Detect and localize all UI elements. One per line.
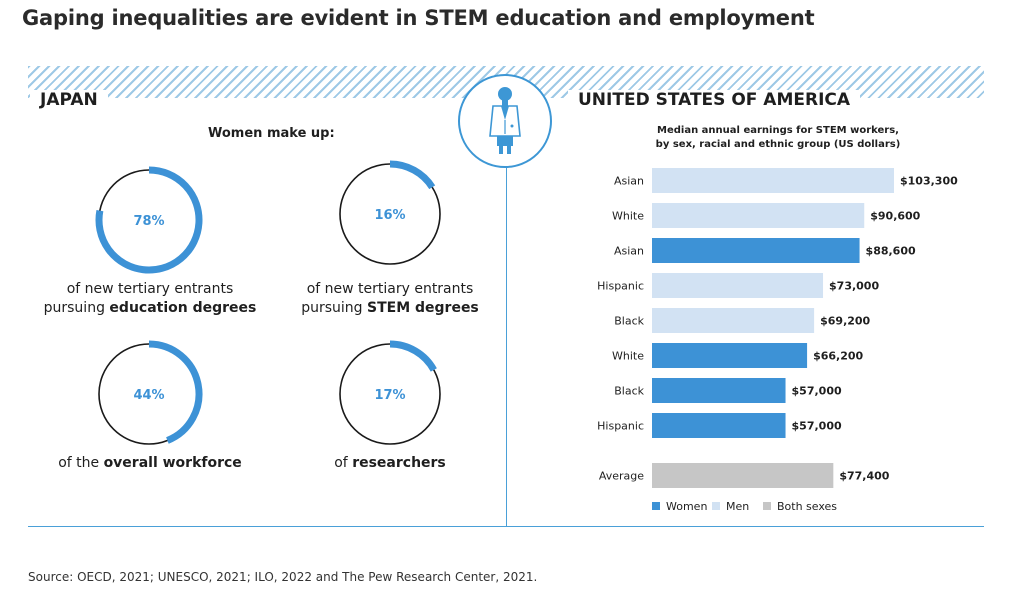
caption-line2-pre: pursuing <box>301 300 367 316</box>
earnings-bar-chart: Asian $103,300 White $90,600 Asian $88,600 His… <box>597 168 958 513</box>
bar-value-label: $57,000 <box>792 420 842 433</box>
bar-category-label: Hispanic <box>597 420 644 433</box>
caption-bold: researchers <box>352 455 446 471</box>
legend-label: Women <box>666 500 707 513</box>
woman-scientist-emblem <box>458 74 552 168</box>
section-divider <box>506 160 507 526</box>
bottom-rule <box>28 526 984 527</box>
bar-category-label: Average <box>599 470 644 483</box>
donut-arc <box>389 340 437 372</box>
donut-chart-workforce: 44% <box>98 340 203 445</box>
bar-value-label: $57,000 <box>792 385 842 398</box>
donut-caption-workforce: of the overall workforce <box>40 454 260 473</box>
bar-value-label: $90,600 <box>870 210 920 223</box>
chart-subtitle: Median annual earnings for STEM workers,… <box>628 124 928 152</box>
bar-category-label: Black <box>614 315 644 328</box>
caption-line2-pre: of <box>334 455 353 471</box>
donut-percent: 78% <box>133 214 164 229</box>
caption-line1: of new tertiary entrants <box>306 281 474 297</box>
caption-line1: of new tertiary entrants <box>66 281 234 297</box>
bar-category-label: Asian <box>614 245 644 258</box>
donut-caption-stem: of new tertiary entrants pursuing STEM d… <box>280 280 500 318</box>
bar-value-label: $66,200 <box>813 350 863 363</box>
donut-chart-researchers: 17% <box>339 340 441 445</box>
caption-bold: STEM degrees <box>367 300 479 316</box>
source-note: Source: OECD, 2021; UNESCO, 2021; ILO, 2… <box>28 570 538 584</box>
donut-percent: 44% <box>133 388 164 403</box>
bar-category-label: Black <box>614 385 644 398</box>
bar-value-label: $77,400 <box>839 470 889 483</box>
donut-percent: 17% <box>374 388 405 403</box>
bar-women <box>652 238 860 263</box>
bar-category-label: White <box>612 350 644 363</box>
bar-value-label: $103,300 <box>900 175 958 188</box>
bar-women <box>652 378 786 403</box>
bar-value-label: $69,200 <box>820 315 870 328</box>
legend-swatch <box>652 502 660 510</box>
donut-arc <box>389 160 436 190</box>
bar-category-label: Asian <box>614 175 644 188</box>
woman-scientist-icon <box>489 87 521 154</box>
caption-bold: education degrees <box>109 300 257 316</box>
legend-swatch <box>763 502 771 510</box>
caption-line2-pre: of the <box>58 455 104 471</box>
legend-label: Both sexes <box>777 500 837 513</box>
caption-bold: overall workforce <box>103 455 242 471</box>
legend-swatch <box>712 502 720 510</box>
bar-both-sexes <box>652 463 834 488</box>
bar-men <box>652 203 865 228</box>
bar-men <box>652 308 815 333</box>
japan-section-label: JAPAN <box>30 90 108 110</box>
bar-category-label: White <box>612 210 644 223</box>
japan-heading: Women make up: <box>208 126 335 141</box>
donut-chart-education: 78% <box>95 166 203 274</box>
donut-chart-stem: 16% <box>339 160 441 265</box>
bar-women <box>652 343 808 368</box>
donut-arc <box>148 340 203 444</box>
bar-women <box>652 413 786 438</box>
bar-value-label: $73,000 <box>829 280 879 293</box>
bar-value-label: $88,600 <box>866 245 916 258</box>
donut-percent: 16% <box>374 208 405 223</box>
bar-men <box>652 168 894 193</box>
donut-arc <box>95 166 203 274</box>
chart-subtitle-line2: by sex, racial and ethnic group (US doll… <box>655 139 901 150</box>
donut-caption-researchers: of researchers <box>280 454 500 473</box>
caption-line2-pre: pursuing <box>43 300 110 316</box>
usa-section-label: UNITED STATES OF AMERICA <box>568 90 861 110</box>
chart-subtitle-line1: Median annual earnings for STEM workers, <box>657 125 899 136</box>
donut-caption-education: of new tertiary entrants pursuing educat… <box>40 280 260 318</box>
bar-category-label: Hispanic <box>597 280 644 293</box>
legend-label: Men <box>726 500 749 513</box>
page-title: Gaping inequalities are evident in STEM … <box>22 6 815 30</box>
bar-men <box>652 273 824 298</box>
